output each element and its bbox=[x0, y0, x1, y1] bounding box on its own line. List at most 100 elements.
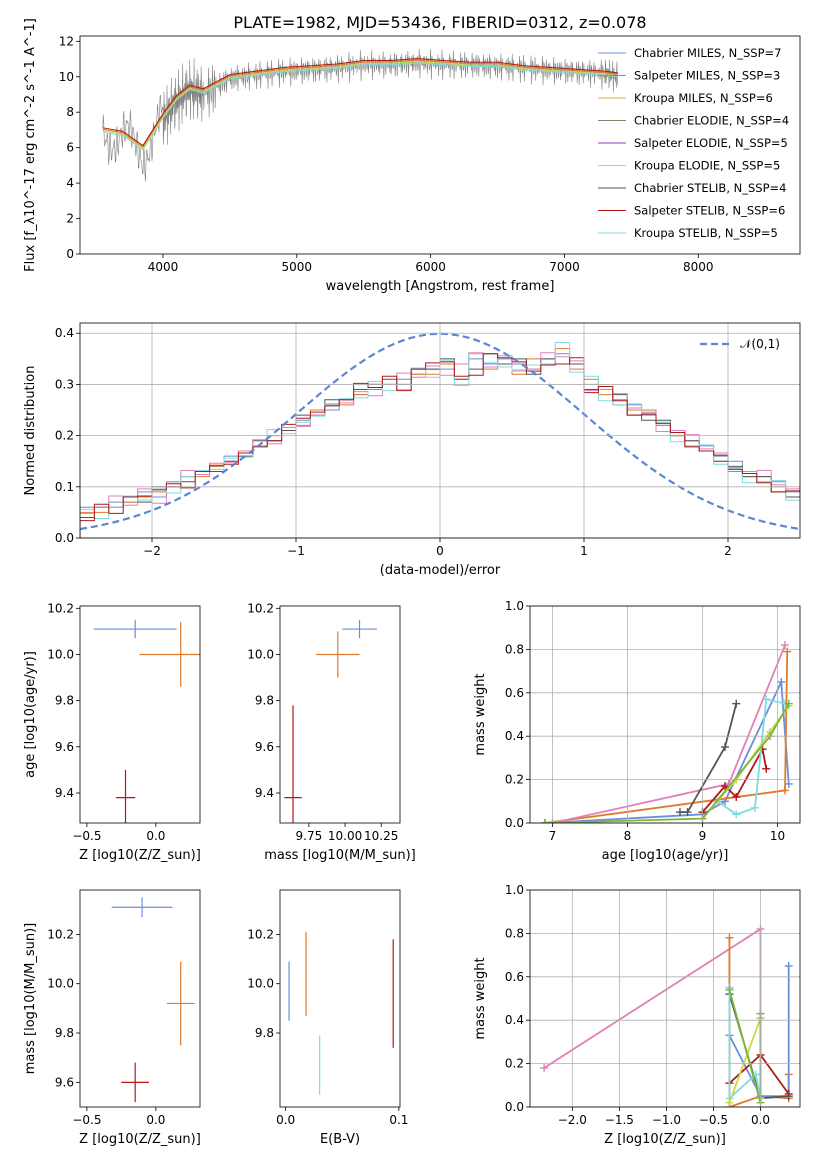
x-axis-label: age [log10(age/yr)] bbox=[602, 848, 729, 863]
panel-mass-weight-vs-metallicity: −2.0 −1.5 −1.0 −0.5 0.0 0.0 0.2 0.4 0.6 0.8 1.0 Z [… bbox=[473, 883, 801, 1147]
x-tick-label: −2 bbox=[143, 544, 161, 558]
x-axis-label: wavelength [Angstrom, rest frame] bbox=[326, 279, 555, 294]
weight-series-line bbox=[544, 678, 790, 823]
panel-age-vs-metallicity: −0.5 0.0 9.4 9.6 9.8 10.0 10.2 Z [log10(Z/Z_sun… bbox=[23, 601, 201, 863]
model-spectrum-line bbox=[102, 61, 619, 150]
y-tick-label: 8 bbox=[66, 105, 74, 119]
x-tick-label: 2 bbox=[724, 544, 732, 558]
y-tick-label: 0.2 bbox=[55, 429, 74, 443]
model-spectrum-line bbox=[102, 59, 619, 148]
y-axis-label: mass weight bbox=[473, 673, 488, 755]
axes-frame bbox=[529, 605, 801, 824]
x-tick-label: 7000 bbox=[549, 260, 580, 274]
axes-frame bbox=[279, 889, 401, 1108]
x-tick-label: −1.0 bbox=[652, 1113, 681, 1127]
legend-label: Kroupa ELODIE, N_SSP=5 bbox=[634, 159, 780, 173]
x-tick-label: 9 bbox=[699, 829, 707, 843]
x-tick-label: 10.00 bbox=[328, 829, 362, 843]
y-tick-label: 9.8 bbox=[255, 1026, 274, 1040]
y-tick-label: 0.6 bbox=[505, 970, 524, 984]
legend-label: 𝒩(0,1) bbox=[740, 337, 780, 351]
x-tick-label: 0.1 bbox=[389, 1113, 408, 1127]
y-tick-label: 0.3 bbox=[55, 377, 74, 391]
y-tick-label: 0.2 bbox=[505, 1057, 524, 1071]
plot-area bbox=[541, 641, 793, 823]
weight-series-line bbox=[543, 927, 762, 1069]
axes-frame bbox=[279, 605, 401, 824]
y-tick-label: 1.0 bbox=[505, 599, 524, 613]
y-tick-label: 0.1 bbox=[55, 480, 74, 494]
y-tick-label: 9.6 bbox=[55, 1075, 74, 1089]
x-tick-label: 8 bbox=[624, 829, 632, 843]
legend-label: Kroupa MILES, N_SSP=6 bbox=[634, 91, 773, 105]
y-axis-label: mass weight bbox=[473, 957, 488, 1039]
weight-series-line bbox=[552, 644, 786, 823]
legend-label: Chabrier MILES, N_SSP=7 bbox=[634, 46, 781, 60]
y-tick-label: 0.4 bbox=[505, 1013, 524, 1027]
y-tick-label: 0.0 bbox=[505, 816, 524, 830]
y-tick-label: 9.4 bbox=[255, 786, 274, 800]
model-spectrum-line bbox=[102, 58, 619, 147]
y-tick-label: 4 bbox=[66, 176, 74, 190]
x-tick-label: 5000 bbox=[282, 260, 313, 274]
x-tick-label: −1 bbox=[287, 544, 305, 558]
y-tick-label: 6 bbox=[66, 141, 74, 155]
y-tick-label: 10.0 bbox=[47, 977, 74, 991]
x-tick-label: 0.0 bbox=[146, 829, 165, 843]
x-tick-label: −0.5 bbox=[72, 1113, 101, 1127]
plot-area bbox=[93, 619, 200, 823]
y-tick-label: 10.0 bbox=[47, 647, 74, 661]
legend-label: Salpeter MILES, N_SSP=3 bbox=[634, 69, 780, 83]
chart-title: PLATE=1982, MJD=53436, FIBERID=0312, z=0… bbox=[233, 13, 646, 32]
y-tick-label: 12 bbox=[59, 34, 74, 48]
y-tick-label: 9.6 bbox=[55, 740, 74, 754]
y-tick-label: 0.6 bbox=[505, 686, 524, 700]
x-axis-label: (data-model)/error bbox=[380, 563, 501, 578]
y-tick-label: 10 bbox=[59, 70, 74, 84]
weight-series-line bbox=[728, 965, 790, 1098]
x-tick-label: 10.25 bbox=[364, 829, 398, 843]
x-tick-label: 0.0 bbox=[146, 1113, 165, 1127]
y-tick-label: 9.6 bbox=[255, 740, 274, 754]
y-tick-label: 1.0 bbox=[505, 883, 524, 897]
x-axis-label: Z [log10(Z/Z_sun)] bbox=[604, 1132, 726, 1147]
y-tick-label: 0.4 bbox=[505, 729, 524, 743]
x-tick-label: 7 bbox=[549, 829, 557, 843]
plot-area bbox=[284, 619, 377, 823]
y-tick-label: 9.8 bbox=[55, 694, 74, 708]
legend-label: Kroupa STELIB, N_SSP=5 bbox=[634, 226, 778, 240]
y-tick-label: 0.8 bbox=[505, 926, 524, 940]
axes-frame bbox=[529, 889, 801, 1108]
y-axis-label: age [log10(age/yr)] bbox=[23, 651, 38, 778]
x-tick-label: 6000 bbox=[415, 260, 446, 274]
x-tick-label: 9.75 bbox=[296, 829, 323, 843]
weight-series-line bbox=[728, 987, 762, 1101]
y-tick-label: 0.0 bbox=[505, 1100, 524, 1114]
panel-mass-vs-metallicity: −0.5 0.0 9.6 9.8 10.0 10.2 Z [log10(Z/Z_sun)] m… bbox=[23, 889, 201, 1147]
data-spectrum-line bbox=[102, 48, 618, 182]
y-tick-label: 10.2 bbox=[47, 601, 74, 615]
plot-area bbox=[288, 931, 394, 1095]
plot-area bbox=[102, 48, 619, 182]
y-tick-label: 0 bbox=[66, 247, 74, 261]
axes-frame bbox=[79, 889, 201, 1108]
x-tick-label: 0.0 bbox=[276, 1113, 295, 1127]
x-tick-label: 8000 bbox=[683, 260, 714, 274]
axes-frame bbox=[79, 605, 201, 824]
y-tick-label: 9.4 bbox=[55, 786, 74, 800]
legend-label: Salpeter STELIB, N_SSP=6 bbox=[634, 204, 785, 218]
panel-mass-vs-ebv: 0.0 0.1 9.8 10.0 10.2 E(B-V) bbox=[247, 889, 408, 1147]
y-tick-label: 0.2 bbox=[505, 773, 524, 787]
axes-frame bbox=[79, 322, 801, 539]
x-axis-label: Z [log10(Z/Z_sun)] bbox=[79, 1132, 201, 1147]
x-tick-label: 1 bbox=[580, 544, 588, 558]
x-tick-label: 0.0 bbox=[751, 1113, 770, 1127]
x-tick-label: 0 bbox=[436, 544, 444, 558]
y-tick-label: 9.8 bbox=[55, 1026, 74, 1040]
y-tick-label: 9.8 bbox=[255, 694, 274, 708]
y-tick-label: 0.8 bbox=[505, 642, 524, 656]
legend-label: Chabrier STELIB, N_SSP=4 bbox=[634, 181, 786, 195]
x-axis-label: mass [log10(M/M_sun)] bbox=[264, 848, 416, 863]
axes-frame bbox=[79, 35, 801, 255]
y-tick-label: 10.2 bbox=[247, 601, 274, 615]
